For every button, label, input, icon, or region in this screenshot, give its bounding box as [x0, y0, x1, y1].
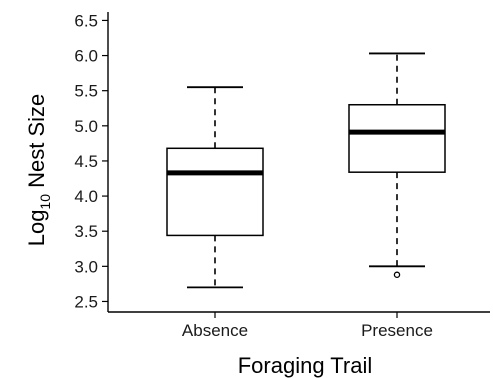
y-tick-label-0: 2.5 — [74, 292, 98, 311]
y-tick-label-4: 4.5 — [74, 152, 98, 171]
x-tick-label-presence: Presence — [361, 321, 433, 340]
y-axis-title-main: Log — [24, 210, 49, 247]
y-tick-label-5: 5.0 — [74, 117, 98, 136]
presence-outlier-0 — [393, 271, 401, 279]
y-axis-ticks: 2.5 3.0 3.5 4.0 4.5 5.0 5.5 6.0 6.5 — [74, 11, 108, 311]
y-axis-title-subscript: 10 — [37, 194, 53, 210]
y-tick-label-6: 5.5 — [74, 82, 98, 101]
plot-area — [166, 52, 446, 289]
absence-box — [166, 147, 264, 237]
y-tick-label-8: 6.5 — [74, 11, 98, 30]
x-tick-label-absence: Absence — [182, 321, 248, 340]
x-axis-ticks: Absence Presence — [182, 312, 433, 340]
y-axis-title: Log10 Nest Size — [24, 94, 53, 247]
y-tick-label-1: 3.0 — [74, 257, 98, 276]
y-tick-label-3: 4.0 — [74, 187, 98, 206]
x-axis-title: Foraging Trail — [238, 353, 373, 378]
presence-box — [348, 103, 446, 173]
y-axis-title-rest: Nest Size — [24, 94, 49, 194]
y-tick-label-7: 6.0 — [74, 47, 98, 66]
y-tick-label-2: 3.5 — [74, 222, 98, 241]
